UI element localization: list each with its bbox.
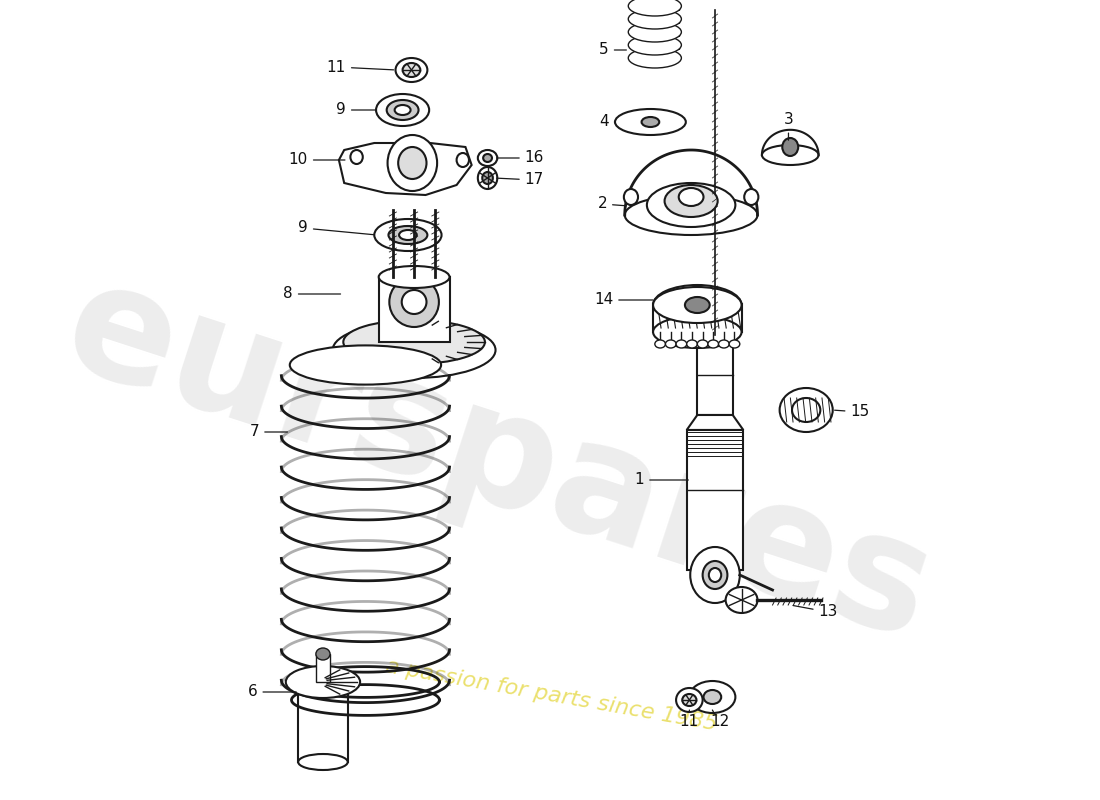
Ellipse shape [628,48,681,68]
Text: eurspares: eurspares [46,247,950,673]
Ellipse shape [389,277,439,327]
Bar [697,335,733,415]
Ellipse shape [628,35,681,55]
Ellipse shape [396,58,428,82]
Ellipse shape [679,188,704,206]
Ellipse shape [726,587,758,613]
Ellipse shape [653,287,741,323]
Text: 4: 4 [600,114,615,130]
Ellipse shape [395,105,410,115]
Ellipse shape [718,340,729,348]
Ellipse shape [676,688,703,712]
Text: 9: 9 [337,102,376,118]
Ellipse shape [376,94,429,126]
Text: 3: 3 [783,113,793,140]
Ellipse shape [690,547,740,603]
Ellipse shape [399,230,417,240]
Ellipse shape [762,145,818,165]
Text: 1: 1 [635,473,689,487]
Text: a passion for parts since 1985: a passion for parts since 1985 [384,656,718,734]
Circle shape [351,150,363,164]
Ellipse shape [378,266,450,288]
Ellipse shape [289,346,441,385]
Ellipse shape [686,340,697,348]
Circle shape [745,189,758,205]
Ellipse shape [653,316,741,348]
Text: 7: 7 [250,425,287,439]
Text: 10: 10 [288,153,345,167]
Ellipse shape [615,109,685,135]
Ellipse shape [666,340,676,348]
Circle shape [782,138,799,156]
Ellipse shape [697,340,708,348]
Ellipse shape [792,398,821,422]
Ellipse shape [641,117,659,127]
Ellipse shape [402,290,427,314]
Ellipse shape [332,322,495,378]
Ellipse shape [780,388,833,432]
Ellipse shape [316,648,330,660]
Ellipse shape [286,666,360,698]
Ellipse shape [704,690,722,704]
Bar [298,682,348,762]
Text: 11: 11 [327,59,394,74]
Text: 8: 8 [283,286,341,302]
Ellipse shape [628,9,681,29]
Ellipse shape [708,568,722,582]
Text: 2: 2 [597,197,626,211]
Ellipse shape [654,340,666,348]
Text: 14: 14 [594,293,653,307]
Ellipse shape [647,183,736,227]
Ellipse shape [664,185,717,217]
Ellipse shape [477,167,497,189]
Ellipse shape [690,681,736,713]
Text: 17: 17 [496,173,544,187]
Ellipse shape [387,135,437,191]
Ellipse shape [628,0,681,16]
Polygon shape [686,415,744,430]
Ellipse shape [653,285,741,325]
Ellipse shape [628,22,681,42]
Text: 6: 6 [248,685,296,699]
Ellipse shape [388,226,428,244]
Text: 11: 11 [680,710,698,730]
Text: 16: 16 [496,150,544,166]
Circle shape [624,189,638,205]
Polygon shape [339,143,472,195]
Text: 5: 5 [600,42,626,58]
Ellipse shape [477,150,497,166]
Ellipse shape [482,172,493,184]
Text: 9: 9 [298,221,374,235]
Ellipse shape [298,674,348,690]
Text: 12: 12 [710,710,729,730]
Ellipse shape [403,63,420,77]
Ellipse shape [685,297,710,313]
Ellipse shape [298,754,348,770]
Circle shape [456,153,469,167]
Ellipse shape [703,561,727,589]
Ellipse shape [483,154,492,162]
Ellipse shape [398,147,427,179]
Bar [316,654,330,682]
Ellipse shape [682,694,696,706]
Text: 13: 13 [793,605,838,619]
Ellipse shape [387,100,418,120]
Ellipse shape [676,340,686,348]
Ellipse shape [374,219,441,251]
Bar [653,304,741,332]
Ellipse shape [729,340,740,348]
Text: 15: 15 [835,405,870,419]
Ellipse shape [708,340,718,348]
Bar [378,277,450,342]
Ellipse shape [343,320,485,364]
Bar [686,430,744,570]
Ellipse shape [625,195,758,235]
